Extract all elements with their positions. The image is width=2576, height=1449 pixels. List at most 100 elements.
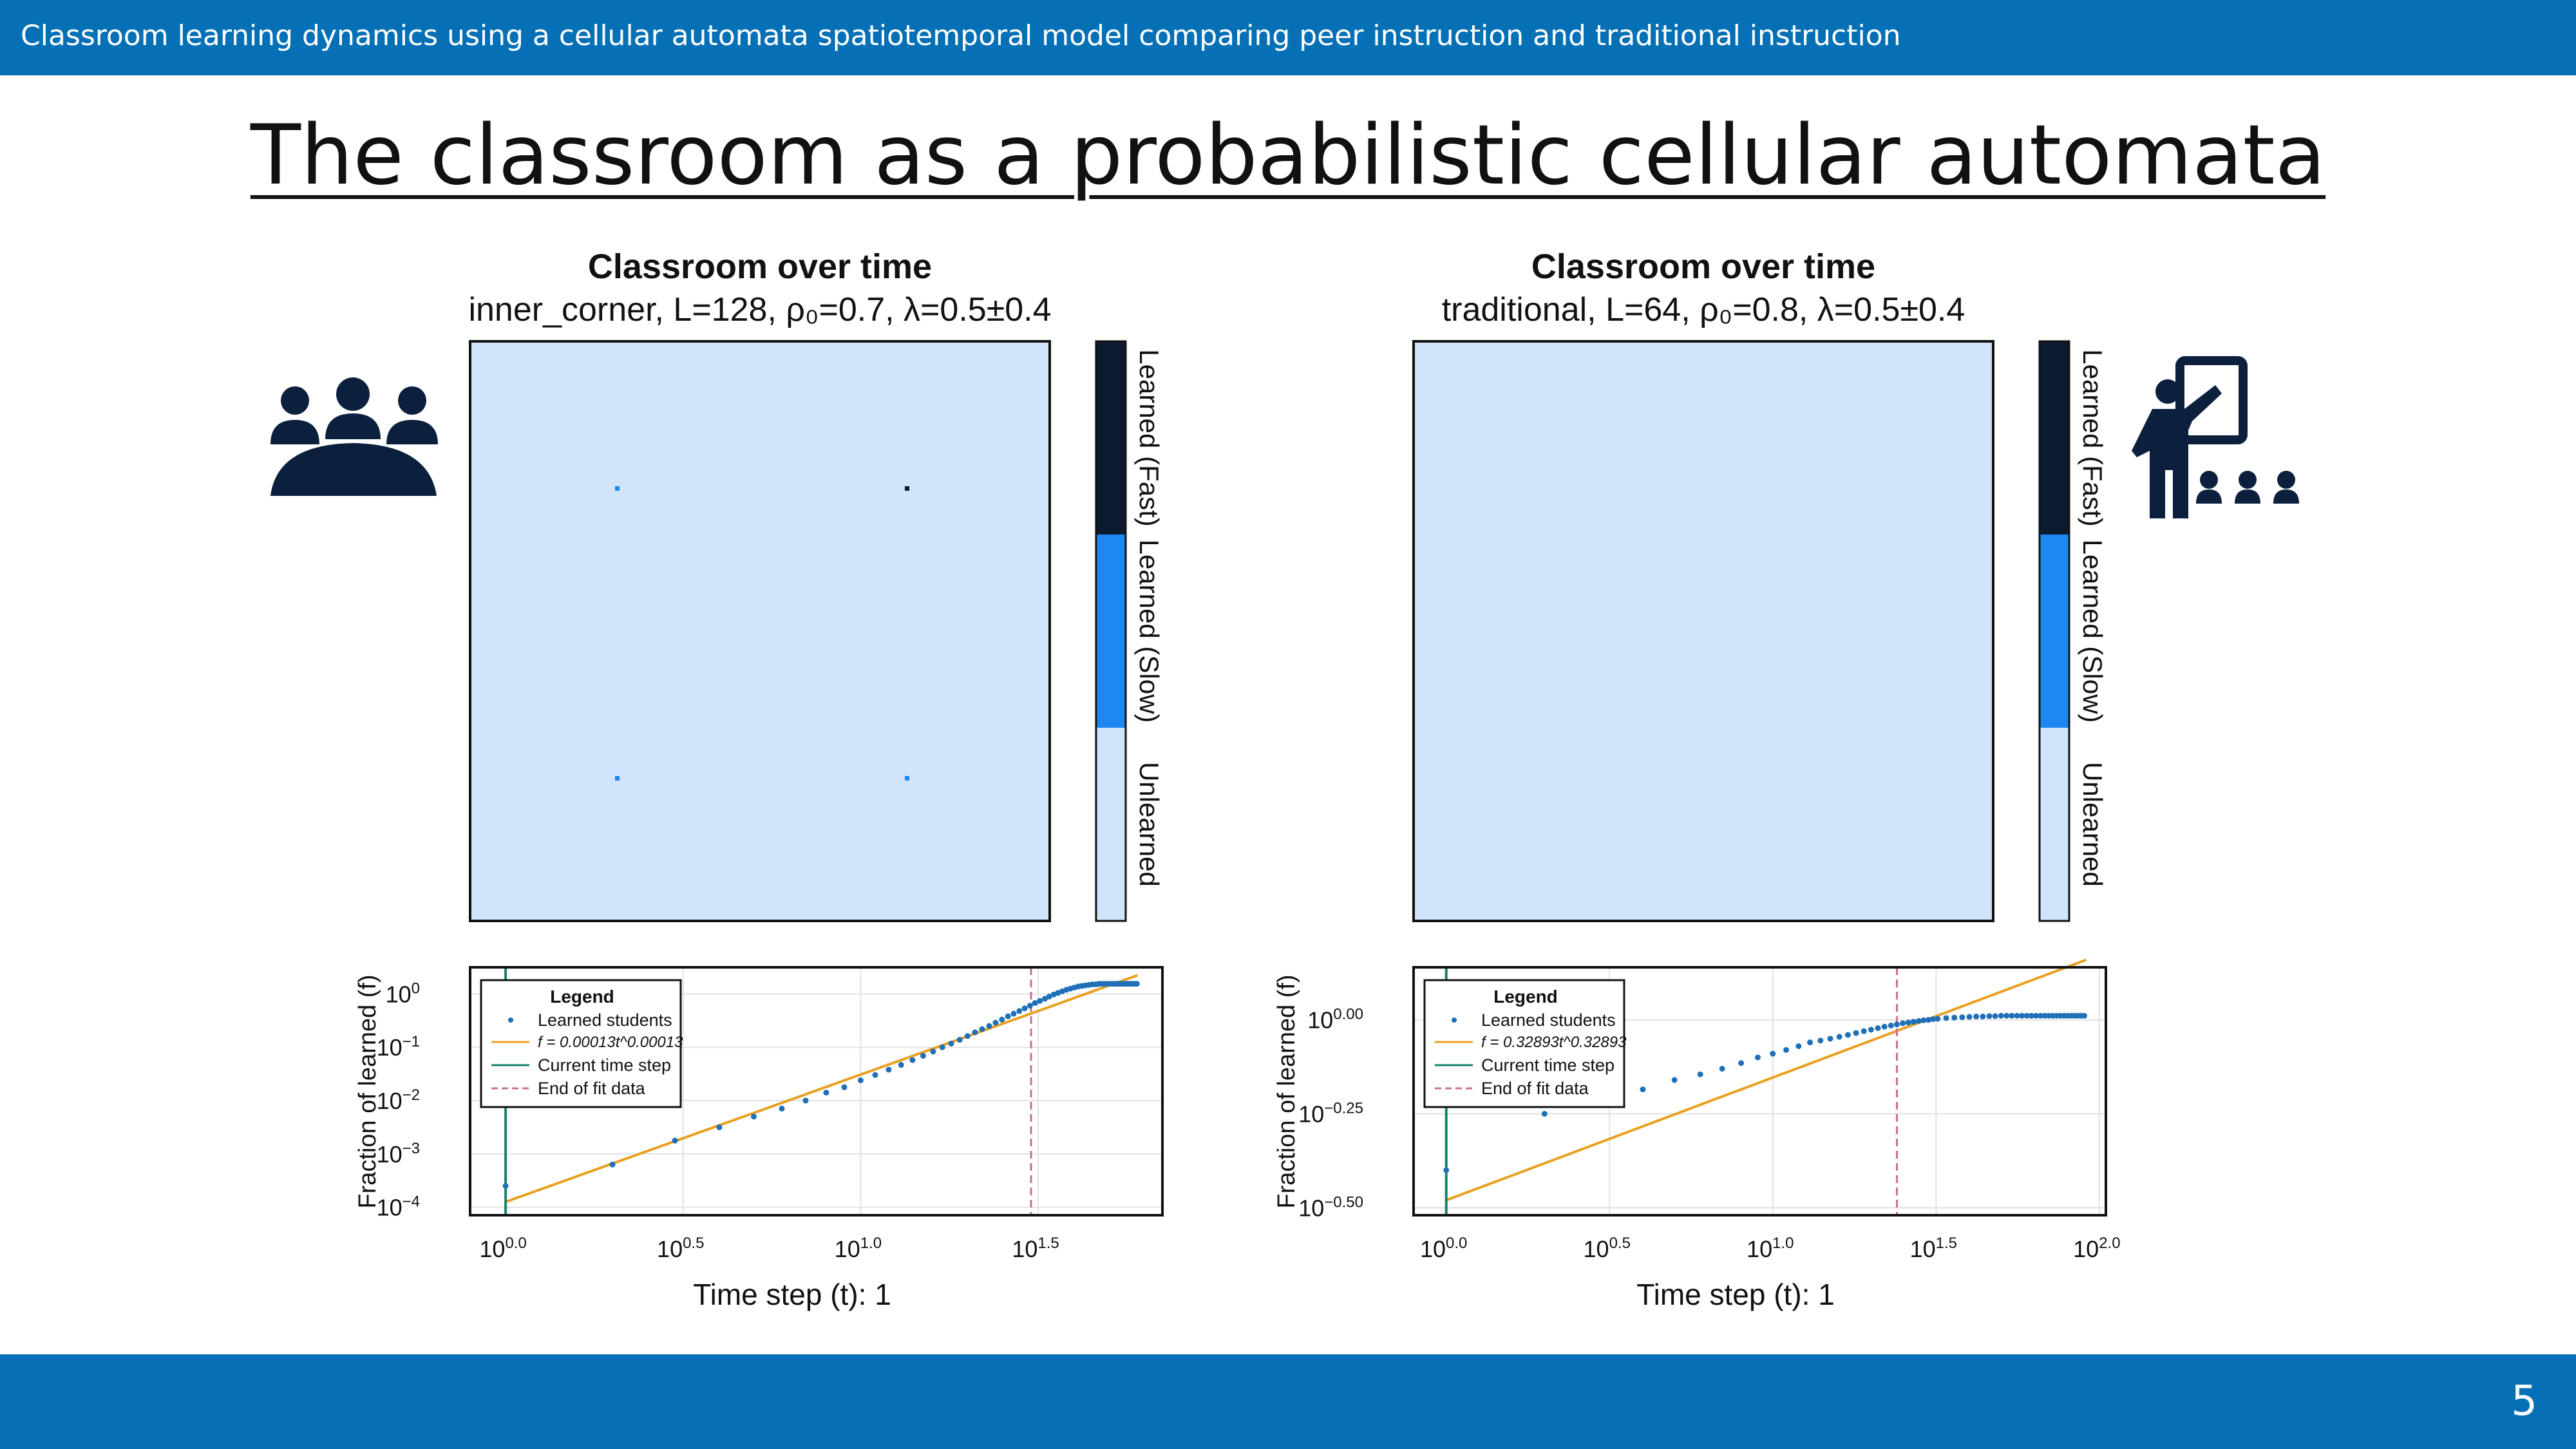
data-point xyxy=(1915,1018,1922,1024)
data-point xyxy=(1133,981,1140,987)
data-point xyxy=(964,1033,971,1039)
data-point xyxy=(992,1019,999,1026)
data-point xyxy=(1986,1013,1993,1019)
data-point xyxy=(2014,1012,2020,1019)
legend-current: Current time step xyxy=(538,1056,671,1075)
data-point xyxy=(1900,1020,1906,1027)
data-point xyxy=(2081,1012,2088,1019)
x-tick-label: 101.5 xyxy=(1012,1235,1059,1262)
grid-cell xyxy=(615,486,620,491)
data-point xyxy=(1807,1039,1814,1046)
data-point xyxy=(1926,1017,1932,1023)
data-point xyxy=(979,1026,985,1032)
data-point xyxy=(1973,1013,1980,1019)
data-point xyxy=(2023,1012,2030,1019)
colorbar-label-fast: Learned (Fast) xyxy=(1134,349,1164,526)
data-point xyxy=(1836,1034,1842,1040)
data-point xyxy=(2009,1012,2015,1019)
data-point xyxy=(1910,1019,1917,1025)
footer-bar: 5 xyxy=(0,1354,2576,1449)
data-point xyxy=(1998,1012,2004,1019)
data-point xyxy=(1853,1030,1859,1036)
x-tick-label: 101.0 xyxy=(1747,1235,1794,1262)
colorbar: Learned (Fast) Learned (Slow) Unlearned xyxy=(2038,340,2108,922)
data-point xyxy=(1868,1027,1874,1033)
data-point xyxy=(750,1113,757,1120)
legend: Legend Learned students f = 0.32893t^0.3… xyxy=(1423,979,1627,1108)
legend-title: Legend xyxy=(550,987,614,1007)
data-point xyxy=(1443,1167,1450,1173)
data-point xyxy=(1827,1036,1833,1042)
data-point xyxy=(1770,1050,1776,1057)
fraction-plot-right: Fraction of learned (f) Time step (t): 1… xyxy=(1273,958,2107,1311)
legend: Legend Learned students f = 0.00013t^0.0… xyxy=(480,979,683,1108)
colorbar-label-fast: Learned (Fast) xyxy=(2078,349,2108,526)
legend-fit: f = 0.00013t^0.00013 xyxy=(538,1034,683,1051)
y-tick-label: 10−2 xyxy=(377,1086,420,1114)
data-point xyxy=(1671,1077,1678,1083)
data-point xyxy=(1010,1010,1017,1017)
data-point xyxy=(1951,1014,1958,1021)
grid-panel-left: Classroom over time inner_corner, L=128,… xyxy=(468,247,1164,922)
data-point xyxy=(1935,1016,1941,1022)
data-point xyxy=(886,1066,892,1073)
data-point xyxy=(1754,1054,1761,1061)
y-tick-label: 10−0.50 xyxy=(1298,1193,1363,1221)
data-point xyxy=(1640,1086,1646,1093)
data-point xyxy=(2038,1012,2044,1019)
data-point xyxy=(1719,1066,1725,1072)
data-point xyxy=(1930,1016,1937,1022)
colorbar-slow-segment xyxy=(2040,535,2069,728)
y-tick-label: 10−3 xyxy=(377,1140,420,1168)
x-tick-label: 101.5 xyxy=(1910,1235,1957,1262)
data-point xyxy=(1795,1043,1802,1049)
grid-cell xyxy=(615,776,620,781)
data-point xyxy=(502,1182,509,1189)
data-point xyxy=(948,1040,954,1046)
y-tick-label: 10−4 xyxy=(377,1193,420,1221)
y-tick-label: 10−0.25 xyxy=(1298,1100,1363,1128)
data-point xyxy=(1541,1111,1548,1117)
data-point xyxy=(1905,1019,1911,1026)
data-point xyxy=(2032,1012,2039,1019)
data-point xyxy=(920,1052,926,1059)
fraction-plot-left: Fraction of learned (f) Time step (t): 1… xyxy=(354,966,1164,1311)
data-point xyxy=(1875,1025,1881,1031)
colorbar-fast-segment xyxy=(1096,341,1126,535)
data-point xyxy=(1881,1023,1888,1030)
data-point xyxy=(1027,1003,1033,1009)
data-point xyxy=(1943,1015,1949,1021)
grid-cell xyxy=(905,486,910,491)
data-point xyxy=(672,1137,678,1144)
slide-title-text: The classroom as a probabilistic cellula… xyxy=(250,108,2326,204)
group-meeting-icon xyxy=(270,377,438,496)
data-point xyxy=(872,1072,878,1078)
data-point xyxy=(930,1048,936,1055)
slide-title: The classroom as a probabilistic cellula… xyxy=(0,106,2576,205)
data-point xyxy=(779,1105,785,1112)
x-tick-label: 100.0 xyxy=(1420,1235,1467,1262)
data-point xyxy=(609,1161,616,1168)
y-axis-label: Fraction of learned (f) xyxy=(1273,974,1300,1208)
x-tick-label: 100.5 xyxy=(657,1235,704,1262)
data-point xyxy=(802,1097,809,1104)
data-point xyxy=(1844,1032,1851,1038)
teacher-presentation-icon xyxy=(2132,356,2299,518)
data-point xyxy=(1992,1013,1998,1019)
data-point xyxy=(898,1062,904,1068)
data-point xyxy=(1920,1017,1927,1023)
data-point xyxy=(1817,1037,1824,1044)
legend-title: Legend xyxy=(1493,987,1558,1007)
colorbar-label-unlearned: Unlearned xyxy=(2078,762,2108,887)
legend-learned: Learned students xyxy=(1481,1010,1616,1030)
data-point xyxy=(1697,1071,1703,1077)
data-point xyxy=(1783,1046,1790,1053)
data-point xyxy=(972,1029,978,1036)
data-point xyxy=(1005,1013,1011,1019)
x-tick-label: 100.0 xyxy=(479,1235,526,1262)
colorbar-unlearned-segment xyxy=(1096,728,1126,921)
data-point xyxy=(1037,998,1043,1004)
classroom-grid xyxy=(469,340,1051,922)
colorbar-fast-segment xyxy=(2040,341,2069,535)
data-point xyxy=(841,1084,848,1090)
